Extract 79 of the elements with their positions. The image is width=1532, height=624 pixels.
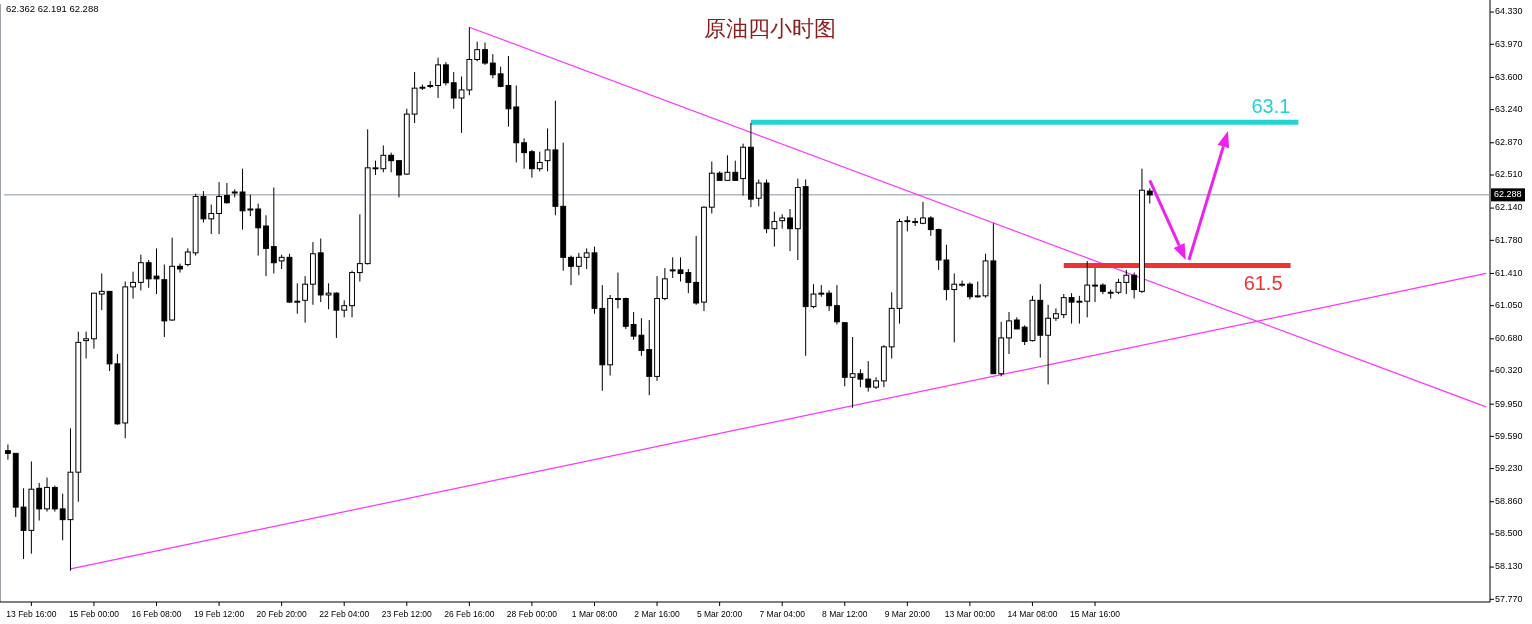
ytick: 58.130	[1489, 561, 1523, 572]
y-tick-label: 61.050	[1495, 300, 1523, 311]
xtick: 2 Mar 16:00	[634, 601, 680, 619]
ref-line-label: 62.288	[1494, 189, 1522, 200]
y-tick-label: 60.320	[1495, 365, 1523, 376]
y-tick-label: 59.230	[1495, 462, 1523, 473]
xtick: 15 Mar 16:00	[1070, 601, 1121, 619]
xtick: 20 Feb 20:00	[256, 601, 307, 619]
xtick: 7 Mar 04:00	[759, 601, 805, 619]
ytick: 63.240	[1489, 104, 1523, 114]
xtick: 22 Feb 04:00	[319, 601, 370, 619]
ytick: 57.770	[1489, 593, 1523, 604]
data-label: 63.1	[1251, 95, 1291, 118]
y-tick-label: 58.130	[1495, 561, 1523, 572]
xtick: 26 Feb 16:00	[444, 601, 495, 619]
x-tick-label: 15 Mar 16:00	[1069, 609, 1121, 619]
xtick: 5 Mar 20:00	[696, 601, 743, 619]
data-label: 61.5	[1243, 272, 1283, 295]
ytick: 64.330	[1489, 6, 1523, 17]
y-tick-label: 59.590	[1495, 430, 1523, 441]
y-tick-label: 64.330	[1495, 6, 1523, 17]
x-tick-label: 5 Mar 20:00	[696, 609, 743, 619]
xtick: 8 Mar 12:00	[822, 601, 868, 619]
ytick: 59.230	[1489, 463, 1523, 473]
xtick: 23 Feb 12:00	[381, 601, 432, 619]
x-tick-label: 19 Feb 12:00	[194, 609, 245, 619]
xtick: 28 Feb 00:00	[506, 601, 557, 619]
ytick: 63.600	[1489, 71, 1523, 82]
y-tick-label: 63.600	[1495, 71, 1523, 82]
y-tick-label: 58.860	[1495, 496, 1523, 507]
x-tick-label: 16 Feb 08:00	[131, 609, 182, 619]
x-tick-label: 8 Mar 12:00	[822, 609, 868, 619]
x-tick-label: 2 Mar 16:00	[634, 609, 680, 619]
x-tick-label: 23 Feb 12:00	[381, 609, 433, 619]
x-tick-label: 13 Mar 00:00	[944, 609, 996, 619]
text: 原油四小时图	[704, 16, 836, 41]
ytick: 61.050	[1489, 300, 1523, 311]
x-tick-label: 14 Mar 08:00	[1007, 609, 1058, 619]
x-tick-label: 9 Mar 20:00	[884, 609, 931, 619]
ytick: 59.590	[1489, 430, 1523, 441]
y-tick-label: 57.770	[1495, 593, 1523, 604]
ytick: 60.320	[1489, 365, 1523, 376]
y-tick-label: 59.950	[1495, 398, 1523, 409]
xtick: 16 Feb 08:00	[131, 601, 182, 619]
xtick: 15 Feb 00:00	[68, 601, 119, 619]
y-tick-label: 63.240	[1495, 104, 1523, 115]
xtick: 13 Mar 00:00	[944, 601, 995, 619]
annotation: 62.362 62.191 62.288	[6, 3, 99, 14]
xtick: 19 Feb 12:00	[194, 601, 245, 619]
x-tick-label: 7 Mar 04:00	[759, 609, 806, 619]
ytick: 59.950	[1489, 398, 1523, 409]
ytick: 61.780	[1489, 234, 1523, 245]
xtick: 9 Mar 20:00	[884, 601, 930, 619]
x-tick-label: 26 Feb 16:00	[444, 609, 495, 619]
y-tick-label: 63.970	[1495, 38, 1523, 49]
y-tick-label: 61.780	[1495, 234, 1523, 245]
xtick: 13 Feb 16:00	[6, 601, 57, 619]
ytick: 63.970	[1489, 38, 1523, 49]
x-tick-label: 1 Mar 08:00	[571, 609, 618, 619]
y-tick-label: 61.410	[1495, 267, 1523, 278]
x-tick-label: 20 Feb 20:00	[256, 609, 307, 619]
ytick: 62.510	[1489, 169, 1523, 180]
ytick: 61.410	[1489, 267, 1523, 278]
ytick: 58.500	[1489, 528, 1523, 539]
y-tick-label: 62.140	[1495, 202, 1523, 213]
ytick: 58.860	[1489, 496, 1523, 507]
ytick: 62.870	[1489, 137, 1523, 148]
xtick: 14 Mar 08:00	[1007, 601, 1058, 619]
y-tick-label: 62.510	[1495, 169, 1523, 180]
y-tick-label: 58.500	[1495, 528, 1523, 539]
x-tick-label: 15 Feb 00:00	[68, 609, 120, 619]
xtick: 1 Mar 08:00	[571, 601, 618, 619]
x-tick-label: 28 Feb 00:00	[506, 609, 558, 619]
y-tick-label: 62.870	[1495, 137, 1523, 148]
x-tick-label: 22 Feb 04:00	[319, 609, 370, 619]
x-tick-label: 13 Feb 16:00	[6, 609, 57, 619]
ytick: 62.140	[1489, 202, 1523, 213]
ytick: 60.680	[1489, 333, 1523, 344]
y-tick-label: 60.680	[1495, 333, 1523, 344]
